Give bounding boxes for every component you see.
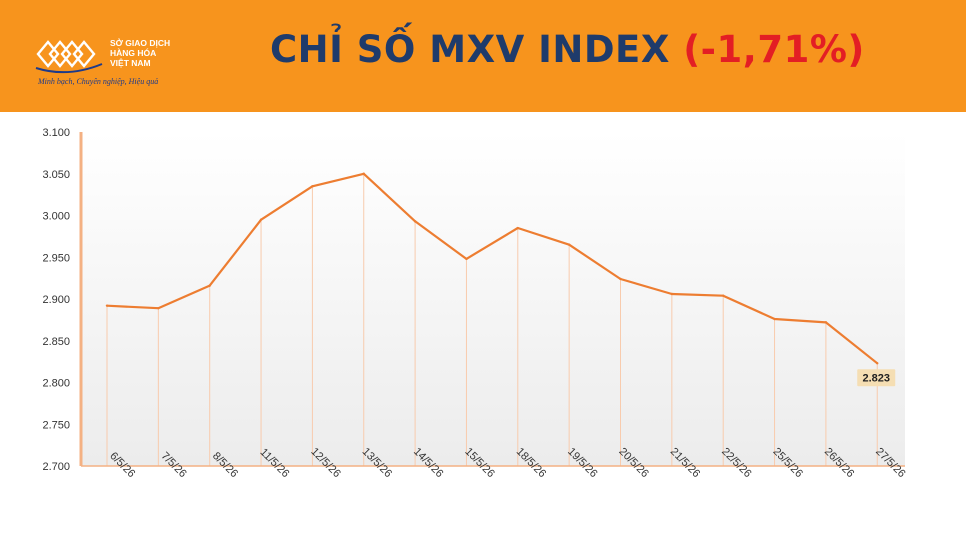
y-tick-label: 3.000 — [42, 211, 70, 223]
logo-org-line-1: SỞ GIAO DỊCH — [110, 38, 171, 48]
y-tick-label: 2.750 — [42, 419, 70, 431]
page-title: CHỈ SỐ MXV INDEX (-1,71%) — [270, 28, 910, 71]
data-points — [105, 172, 879, 365]
logo-slogan: Minh bạch, Chuyên nghiệp, Hiệu quả — [38, 77, 159, 86]
data-point — [208, 284, 211, 287]
data-point — [362, 172, 365, 175]
logo-org-line-2: HÀNG HÓA — [110, 48, 157, 58]
line-chart: 2.700 2.750 2.800 2.850 2.900 2.950 3.000 3.050… — [42, 127, 907, 480]
data-point — [876, 362, 879, 365]
last-value-label-text: 2.823 — [862, 372, 890, 384]
y-tick-label: 2.700 — [42, 461, 70, 473]
y-tick-label: 2.900 — [42, 294, 70, 306]
data-point — [567, 243, 571, 246]
data-point — [516, 226, 519, 230]
data-point — [824, 321, 828, 324]
data-point — [670, 292, 674, 296]
mxv-logo-icon — [35, 40, 103, 74]
last-value-label: 2.823 — [857, 369, 896, 387]
mxv-logo: SỞ GIAO DỊCH HÀNG HÓA VIỆT NAM Minh bạch… — [34, 34, 194, 94]
data-point — [773, 317, 776, 321]
y-tick-label: 3.100 — [42, 127, 70, 139]
logo-org-line-3: VIỆT NAM — [110, 58, 151, 68]
drop-lines — [106, 173, 878, 466]
data-point — [259, 218, 263, 221]
series-line-mxv-index — [106, 172, 878, 365]
y-axis-ticks: 2.700 2.750 2.800 2.850 2.900 2.950 3.000 3.050… — [42, 127, 70, 473]
title-main: CHỈ SỐ MXV INDEX — [270, 28, 670, 71]
y-tick-label: 2.950 — [42, 252, 70, 264]
data-point — [105, 304, 109, 307]
data-point — [311, 185, 314, 188]
y-tick-label: 3.050 — [42, 169, 70, 181]
data-point — [722, 294, 725, 297]
header-banner: SỞ GIAO DỊCH HÀNG HÓA VIỆT NAM Minh bạch… — [0, 0, 966, 112]
logo-org-name: SỞ GIAO DỊCH HÀNG HÓA VIỆT NAM — [110, 38, 200, 68]
data-point — [413, 220, 417, 223]
title-change: (-1,71%) — [683, 28, 865, 71]
data-point — [465, 257, 468, 261]
data-point — [619, 277, 622, 281]
data-point — [157, 306, 160, 310]
last-value-label-box — [857, 369, 896, 387]
y-tick-label: 2.850 — [42, 336, 70, 348]
y-tick-label: 2.800 — [42, 378, 70, 390]
plot-area — [81, 132, 905, 466]
